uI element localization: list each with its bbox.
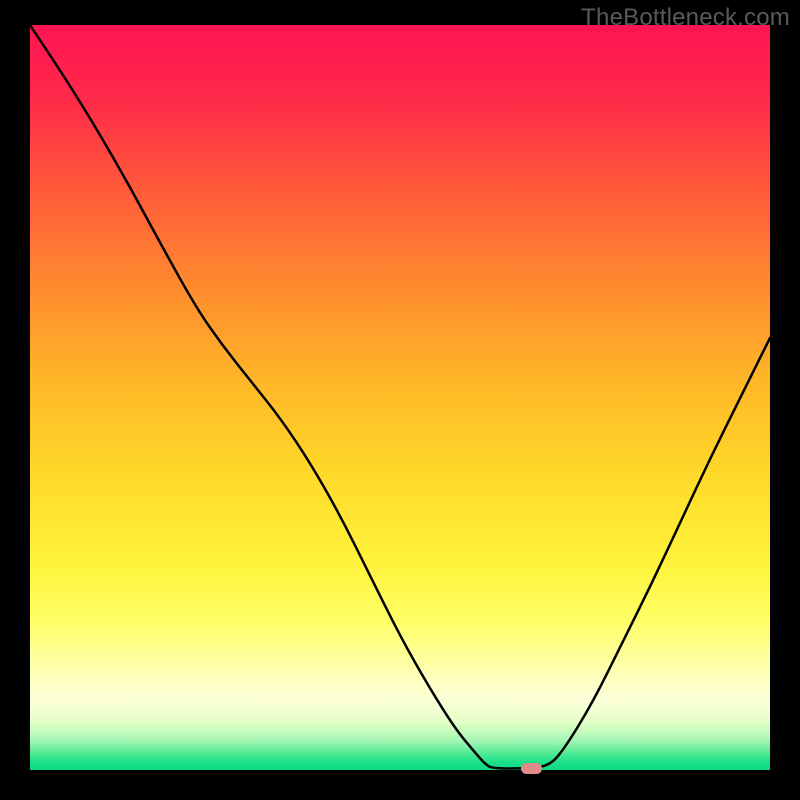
watermark-label: TheBottleneck.com — [581, 4, 790, 32]
chart-svg — [30, 25, 770, 770]
chart-frame: TheBottleneck.com — [0, 0, 800, 800]
optimum-marker — [521, 763, 542, 773]
plot-area — [30, 25, 770, 770]
gradient-rect — [30, 25, 770, 770]
